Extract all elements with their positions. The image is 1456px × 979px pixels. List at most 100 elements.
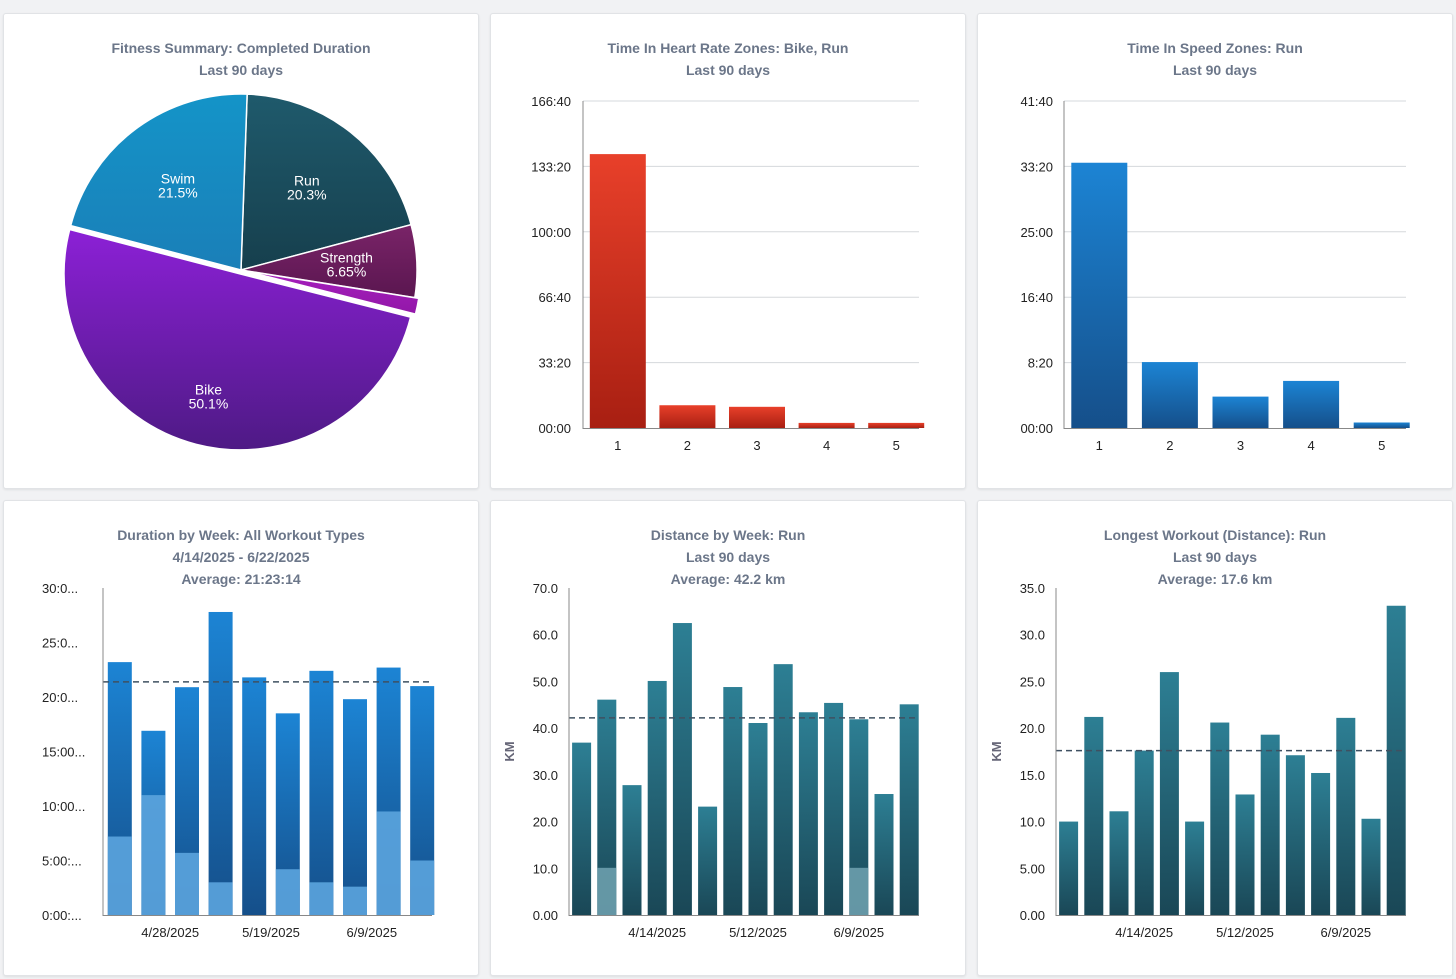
- chart-average: Average: 17.6 km: [1157, 571, 1273, 587]
- x-tick-label: 6/9/2025: [1320, 925, 1371, 940]
- y-tick-label: 25.0: [1020, 674, 1045, 689]
- x-tick-label: 6/9/2025: [833, 925, 884, 940]
- chart-distance-by-week: 0.00 10.0 20.0 30.0 40.0 50.0 60.0 70.0 KM 4/14/2…: [502, 581, 919, 940]
- bar: [798, 422, 855, 428]
- bar: [1134, 750, 1154, 915]
- y-tick-label: 5.00: [1020, 861, 1045, 876]
- bar: [1311, 772, 1331, 915]
- bar: [343, 699, 367, 915]
- bar: [622, 785, 642, 915]
- bar-lower-segment: [597, 867, 617, 915]
- y-tick-label: 0.00: [533, 908, 558, 923]
- card-longest-workout: Longest Workout (Distance): Run Last 90 …: [977, 500, 1453, 976]
- y-tick-label: 30:0...: [42, 581, 78, 596]
- x-tick-label: 2: [684, 438, 691, 453]
- y-tick-label: 25:00: [1020, 225, 1053, 240]
- y-tick-label: 15:00...: [42, 745, 85, 760]
- y-tick-label: 50.0: [533, 674, 558, 689]
- bar: [723, 687, 743, 915]
- bar: [1361, 818, 1381, 915]
- y-tick-label: 0:00:...: [42, 908, 82, 923]
- chart-longest-workout: 0.00 5.00 10.0 15.0 20.0 25.0 30.0 35.0 KM 4/14/2…: [989, 581, 1406, 940]
- x-tick-label: 4/14/2025: [1115, 925, 1173, 940]
- x-tick-label: 5/12/2025: [1216, 925, 1274, 940]
- y-tick-label: 33:20: [1020, 159, 1053, 174]
- x-tick-label: 4/28/2025: [141, 925, 199, 940]
- y-tick-label: 10.0: [1020, 815, 1045, 830]
- bar-lower-segment: [141, 795, 166, 915]
- pie-slice-bike: [63, 228, 412, 451]
- chart-title: Duration by Week: All Workout Types: [117, 527, 365, 543]
- x-tick-label: 4: [1307, 438, 1314, 453]
- bar: [1386, 605, 1406, 915]
- x-tick-label: 1: [614, 438, 621, 453]
- bar: [824, 702, 844, 915]
- bar: [1336, 717, 1356, 915]
- y-tick-label: 41:40: [1020, 94, 1053, 109]
- y-axis-label: KM: [502, 741, 517, 761]
- slice-label-percent: 21.5%: [158, 184, 198, 200]
- bar: [1285, 755, 1305, 915]
- y-tick-label: 60.0: [533, 628, 558, 643]
- chart-subtitle: Last 90 days: [1172, 62, 1258, 78]
- bar: [698, 806, 718, 915]
- chart-subtitle: Last 90 days: [1172, 549, 1258, 565]
- x-tick-label: 5/12/2025: [729, 925, 787, 940]
- bar: [748, 723, 768, 915]
- bar-lower-segment: [309, 882, 334, 915]
- pie-slice-swim: [69, 93, 248, 271]
- y-tick-label: 70.0: [533, 581, 558, 596]
- y-tick-label: 33:20: [538, 356, 571, 371]
- card-distance-by-week: Distance by Week: Run Last 90 days Avera…: [490, 500, 966, 976]
- chart-subtitle: Last 90 days: [685, 62, 771, 78]
- chart-hr-zones: 00:00 33:20 66:40 100:00 133:20 166:40 1 2 3 4 5: [531, 94, 925, 453]
- slice-label-name: Bike: [195, 382, 222, 398]
- chart-title: Time In Speed Zones: Run: [1127, 40, 1303, 56]
- bar: [208, 611, 233, 915]
- bar-lower-segment: [107, 836, 132, 915]
- chart-speed-zones: 00:00 8:20 16:40 25:00 33:20 41:40 1 2 3 4 5: [1020, 94, 1410, 453]
- bar: [242, 677, 267, 915]
- y-tick-label: 30.0: [533, 768, 558, 783]
- bar: [1210, 722, 1230, 915]
- x-tick-label: 5: [1378, 438, 1385, 453]
- chart-title: Longest Workout (Distance): Run: [1103, 527, 1327, 543]
- x-tick-label: 5: [893, 438, 900, 453]
- y-tick-label: 20:0...: [42, 690, 78, 705]
- bar: [798, 712, 818, 915]
- bar-lower-segment: [410, 860, 435, 915]
- bar: [1059, 821, 1079, 915]
- card-duration-by-week: Duration by Week: All Workout Types 4/14…: [3, 500, 479, 976]
- bar: [1109, 811, 1129, 915]
- bar-lower-segment: [849, 867, 869, 915]
- y-tick-label: 10:00...: [42, 799, 85, 814]
- y-tick-label: 16:40: [1020, 290, 1053, 305]
- slice-label-percent: 50.1%: [189, 396, 229, 412]
- x-tick-label: 4: [823, 438, 830, 453]
- x-tick-label: 3: [1237, 438, 1244, 453]
- bar-lower-segment: [275, 869, 300, 915]
- bar: [309, 670, 334, 915]
- pie-slice-other: [244, 270, 420, 316]
- x-tick-label: 3: [753, 438, 760, 453]
- bar: [874, 794, 894, 915]
- bar: [868, 422, 925, 428]
- bar: [1084, 716, 1104, 915]
- bar: [729, 406, 785, 428]
- chart-average: Average: 21:23:14: [181, 571, 301, 587]
- y-tick-label: 15.0: [1020, 768, 1045, 783]
- x-tick-label: 2: [1166, 438, 1173, 453]
- card-hr-zones: Time In Heart Rate Zones: Bike, Run Last…: [490, 13, 966, 489]
- chart-title: Time In Heart Rate Zones: Bike, Run: [607, 40, 849, 56]
- y-tick-label: 8:20: [1028, 356, 1053, 371]
- slice-label-percent: 20.3%: [287, 186, 327, 202]
- bar: [1071, 162, 1128, 428]
- y-tick-label: 66:40: [538, 290, 571, 305]
- bar: [572, 742, 592, 915]
- y-tick-label: 5:00:...: [42, 854, 82, 869]
- bar: [597, 699, 617, 915]
- chart-subtitle: Last 90 days: [198, 62, 284, 78]
- chart-title: Fitness Summary: Completed Duration: [111, 40, 371, 56]
- y-axis-label: KM: [989, 741, 1004, 761]
- bar: [773, 664, 793, 915]
